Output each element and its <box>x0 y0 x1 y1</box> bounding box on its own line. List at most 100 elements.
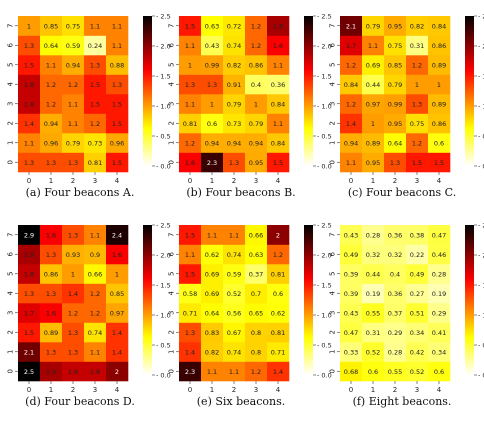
heatmap-cell <box>384 94 407 114</box>
heatmap-cell <box>245 94 268 114</box>
heatmap-cell <box>201 322 224 343</box>
cell-value-label: 1.1 <box>346 159 356 167</box>
heatmap-cell <box>245 74 268 95</box>
heatmap-cell <box>18 152 41 173</box>
cell-value-label: 1.5 <box>112 100 122 108</box>
heatmap-cell <box>106 244 129 265</box>
cell-value-label: 1.1 <box>368 42 378 50</box>
cell-value-label: 1.3 <box>412 100 422 108</box>
heatmap-cell <box>362 55 385 75</box>
cell-value-label: 0.7 <box>251 290 261 298</box>
cell-value-label: 2.5 <box>24 368 34 376</box>
cell-value-label: 0.86 <box>432 120 446 128</box>
cell-value-label: 0.89 <box>432 61 446 69</box>
x-tick-label: 1 <box>49 386 53 394</box>
heatmap-cell <box>201 133 224 153</box>
heatmap-cell <box>362 133 385 153</box>
x-tick-label: 4 <box>437 386 442 394</box>
heatmap-cell <box>201 16 224 36</box>
cell-value-label: 0.64 <box>44 42 58 50</box>
x-tick-label: 1 <box>371 177 375 185</box>
heatmap-cell <box>223 74 246 95</box>
cell-value-label: 1.2 <box>346 100 356 108</box>
heatmap-cell <box>106 283 129 304</box>
cell-value-label: 1.5 <box>24 61 34 69</box>
cell-value-label: 1.1 <box>273 61 283 69</box>
cell-value-label: 1.6 <box>185 159 195 167</box>
cell-value-label: 0.96 <box>44 139 58 147</box>
cell-value-label: 0.71 <box>183 309 197 317</box>
colorbar-tick-label: - 1.0 <box>317 312 332 320</box>
cell-value-label: 0.81 <box>271 329 285 337</box>
cell-value-label: 0.4 <box>390 270 400 278</box>
cell-value-label: 0.4 <box>251 81 261 89</box>
heatmap-cell <box>267 35 290 56</box>
cell-value-label: 1.5 <box>112 159 122 167</box>
cell-value-label: 1.2 <box>90 309 100 317</box>
heatmap-cell <box>40 113 63 134</box>
colorbar-tick-label: - 1.5 <box>156 282 171 290</box>
cell-value-label: 0.65 <box>249 309 263 317</box>
y-tick-label: 5 <box>7 272 15 276</box>
heatmap-cell <box>428 94 451 114</box>
cell-value-label: 0.49 <box>344 251 358 259</box>
cell-value-label: 0.84 <box>432 22 446 30</box>
heatmap-cell <box>18 94 41 114</box>
cell-value-label: 1.2 <box>412 139 422 147</box>
x-tick-label: 2 <box>393 177 397 185</box>
cell-value-label: 0.44 <box>366 270 380 278</box>
cell-value-label: 0.81 <box>183 120 197 128</box>
cell-value-label: 0.32 <box>388 251 402 259</box>
heatmap-cell <box>267 16 290 36</box>
colorbar-tick-label: - 0.0 <box>478 163 484 171</box>
cell-value-label: 1.2 <box>273 251 283 259</box>
heatmap-cell <box>40 152 63 173</box>
colorbar <box>465 16 474 166</box>
cell-value-label: 0.47 <box>432 231 446 239</box>
y-tick-label: 2 <box>168 330 176 334</box>
colorbar-tick-label: - 2.5 <box>478 13 484 21</box>
cell-value-label: 1.3 <box>207 81 217 89</box>
heatmap-cell <box>84 225 107 245</box>
cell-value-label: 0.74 <box>227 42 241 50</box>
colorbar-tick-label: - 0.5 <box>478 133 484 141</box>
cell-value-label: 1.6 <box>273 42 283 50</box>
heatmap-cell <box>40 303 63 323</box>
heatmap-cell <box>223 342 246 362</box>
y-tick-label: 4 <box>329 81 337 86</box>
cell-value-label: 1.4 <box>68 290 78 298</box>
cell-value-label: 1.3 <box>46 251 56 259</box>
heatmap-cell <box>62 35 85 56</box>
cell-value-label: 0.94 <box>249 139 263 147</box>
colorbar-tick-label: - 2.0 <box>156 252 171 260</box>
heatmap-cell <box>384 303 407 323</box>
cell-value-label: 0.88 <box>110 61 124 69</box>
heatmap-cell <box>223 322 246 343</box>
y-tick-label: 7 <box>7 233 15 237</box>
cell-value-label: 0.94 <box>227 139 241 147</box>
cell-value-label: 1.4 <box>273 368 283 376</box>
colorbar-tick-label: - 1.0 <box>156 312 171 320</box>
cell-value-label: 1.2 <box>251 22 261 30</box>
cell-value-label: 0.58 <box>183 290 197 298</box>
cell-value-label: 1.9 <box>273 22 283 30</box>
cell-value-label: 0.49 <box>410 270 424 278</box>
heatmap-cell <box>179 16 202 36</box>
cell-value-label: 2.1 <box>346 22 356 30</box>
heatmap-cell <box>245 113 268 134</box>
heatmap-cell <box>40 225 63 245</box>
heatmap-cell <box>40 264 63 284</box>
cell-value-label: 1.1 <box>112 22 122 30</box>
cell-value-label: 0.43 <box>205 42 219 50</box>
heatmap-panel: 1.6 2.3 1.3 0.95 1.5 1.2 0.94 0.94 0.94 0.84 0.81 0… <box>168 13 332 186</box>
panel-caption-f: (f) Eight beacons. <box>352 395 452 408</box>
cell-value-label: 1.4 <box>346 120 356 128</box>
cell-value-label: 0.59 <box>66 42 80 50</box>
y-tick-label: 4 <box>168 81 176 86</box>
heatmap-cell <box>179 133 202 153</box>
heatmap-cell <box>384 16 407 36</box>
heatmap-cell <box>179 342 202 362</box>
y-tick-label: 0 <box>7 369 15 373</box>
y-tick-label: 2 <box>168 121 176 125</box>
cell-value-label: 0.79 <box>66 139 80 147</box>
